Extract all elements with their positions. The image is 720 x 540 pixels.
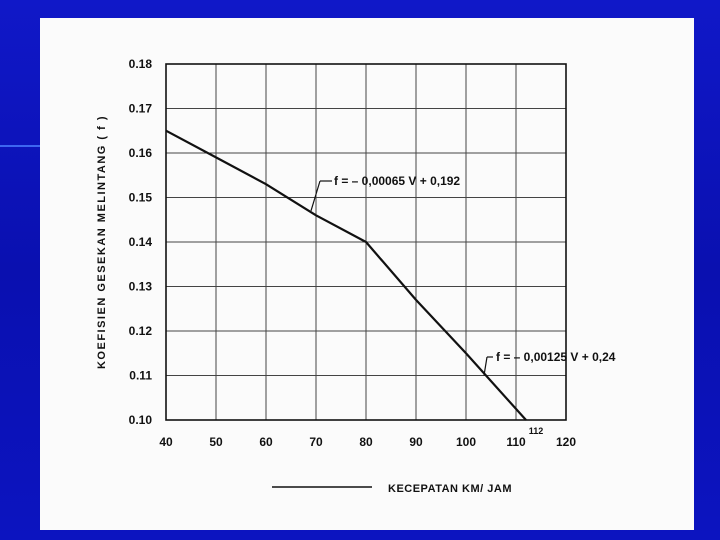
y-tick-label-2: 0.12 — [129, 324, 153, 338]
x-tick-label-8: 120 — [556, 435, 576, 449]
annotation-formula-2: f = – 0,00125 V + 0,24 — [496, 350, 616, 364]
x-tick-label-3: 70 — [309, 435, 323, 449]
x-tick-label-2: 60 — [259, 435, 273, 449]
slide-accent-line — [0, 145, 60, 147]
y-tick-label-1: 0.11 — [129, 369, 152, 383]
annotation-leader-2 — [483, 356, 488, 376]
y-axis-label: KOEFISIEN GESEKAN MELINTANG ( f ) — [96, 115, 108, 369]
x-tick-labels: 40 50 60 70 80 90 100 110 120 — [159, 435, 576, 449]
data-series — [165, 129, 527, 421]
x-tick-label-4: 80 — [359, 435, 373, 449]
y-tick-label-5: 0.15 — [129, 191, 153, 205]
x-tick-label-0: 40 — [159, 435, 173, 449]
x-tick-label-1: 50 — [209, 435, 223, 449]
y-tick-label-0: 0.10 — [129, 413, 153, 427]
x-tick-label-7: 110 — [506, 435, 526, 449]
y-tick-label-3: 0.13 — [129, 280, 153, 294]
x-tick-label-5: 90 — [409, 435, 423, 449]
x-tick-label-6: 100 — [456, 435, 476, 449]
annotation-leader-1 — [310, 180, 321, 212]
chart-paper — [40, 18, 694, 530]
y-tick-label-7: 0.17 — [129, 102, 153, 116]
annotation-formula-1: f = – 0,00065 V + 0,192 — [334, 174, 460, 188]
series-line-0 — [165, 129, 527, 421]
y-tick-label-6: 0.16 — [129, 146, 153, 160]
legend: KECEPATAN KM/ JAM — [272, 483, 512, 495]
annotation-endpoint-label: 112 — [529, 426, 544, 436]
plot-frame — [165, 63, 567, 421]
x-axis-label: KECEPATAN KM/ JAM — [388, 483, 512, 495]
y-tick-label-8: 0.18 — [129, 57, 153, 71]
chart-annotations: f = – 0,00065 V + 0,192 f = – 0,00125 V +… — [310, 174, 616, 436]
y-tick-label-4: 0.14 — [129, 235, 153, 249]
plot-border — [165, 63, 567, 421]
y-tick-labels: 0.10 0.11 0.12 0.13 0.14 0.15 0.16 0.17 0.18 — [129, 57, 153, 427]
